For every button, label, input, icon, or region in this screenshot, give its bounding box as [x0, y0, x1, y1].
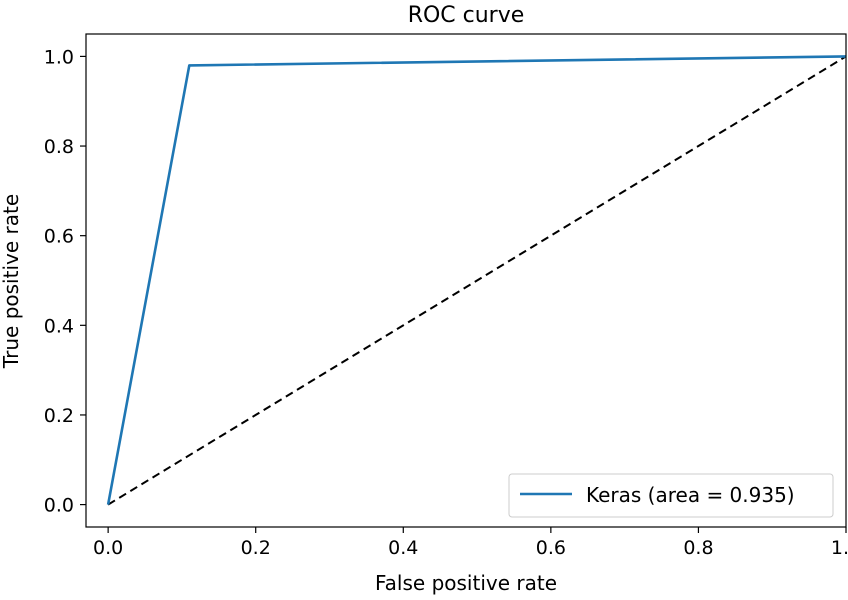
plot-frame	[85, 33, 847, 528]
y-tick-label: 1.0	[44, 46, 74, 68]
legend-box	[508, 473, 834, 518]
y-tick-label: 0.8	[44, 136, 74, 158]
x-tick-label: 0.2	[241, 537, 271, 559]
y-tick-label: 0.4	[44, 315, 74, 337]
legend: Keras (area = 0.935)	[508, 473, 834, 518]
y-axis-ticks: 0.0 0.2 0.4 0.6 0.8 1.0	[44, 46, 86, 517]
x-tick-label: 0.0	[93, 537, 123, 559]
y-tick-label: 0.6	[44, 226, 74, 248]
x-tick-label: 0.6	[536, 537, 566, 559]
chart-title: ROC curve	[408, 3, 525, 28]
x-tick-label: 0.8	[683, 537, 713, 559]
y-tick-label: 0.2	[44, 405, 74, 427]
legend-label-keras: Keras (area = 0.935)	[586, 483, 795, 507]
roc-curve-line	[106, 55, 847, 505]
x-axis-ticks: 0.0 0.2 0.4 0.6 0.8 1.0	[93, 527, 848, 559]
x-tick-label: 1.0	[831, 537, 848, 559]
plot-series	[106, 55, 847, 506]
chance-diagonal-line	[107, 55, 847, 506]
x-axis-label: False positive rate	[375, 571, 557, 595]
y-tick-label: 0.0	[44, 495, 74, 517]
y-axis-label: True positive rate	[0, 194, 23, 369]
x-tick-label: 0.4	[388, 537, 418, 559]
